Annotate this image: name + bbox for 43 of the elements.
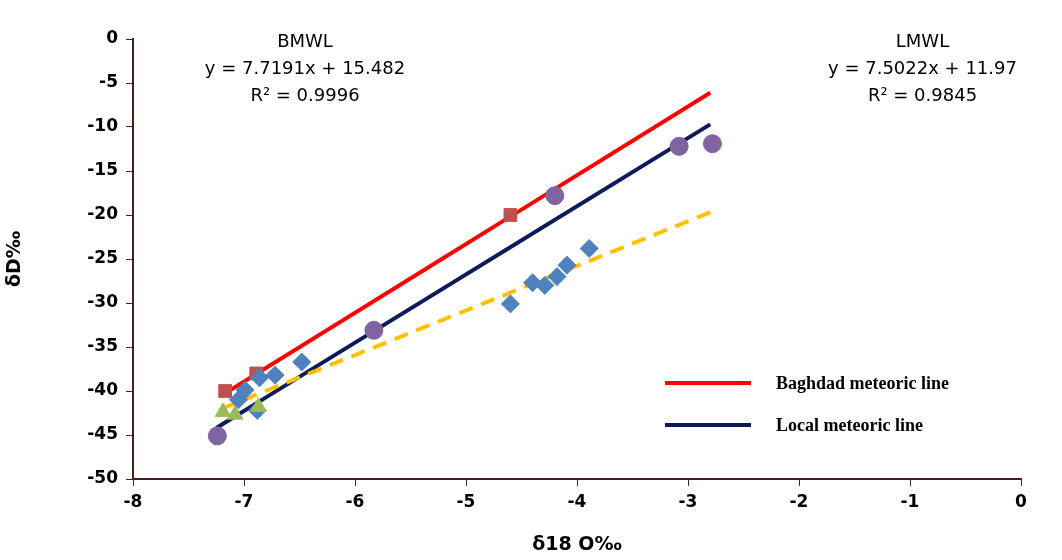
point [207,426,227,446]
legend-label: Baghdad meteoric line [776,372,949,394]
point [579,238,599,258]
y-tick-label: -10 [87,115,119,136]
y-axis-title: δD‰ [2,230,25,288]
point [535,275,555,295]
point [557,255,577,275]
x-tick-label: 0 [1015,490,1028,511]
y-tick-label: -30 [87,291,119,312]
x-tick-label: -5 [456,490,476,511]
x-tick-label: -3 [678,490,698,511]
point [545,186,565,206]
x-axis-title: δ18 O‰ [532,531,622,554]
point [364,320,384,340]
point [702,134,722,154]
x-tick-label: -4 [567,490,587,511]
y-tick-label: -20 [87,203,119,224]
annotation: LMWL y = 7.5022x + 11.97 R² = 0.9845 [827,29,1018,107]
y-tick-label: -50 [87,467,119,488]
y-tick-label: -35 [87,335,118,356]
point [218,384,232,398]
point [228,390,248,410]
x-tick-label: -6 [345,490,365,511]
y-tick-label: -25 [87,247,118,268]
y-tick-label: -45 [87,423,118,444]
y-tick-label: -15 [87,159,118,180]
x-tick-label: -2 [789,490,809,511]
annotation: BMWL y = 7.7191x + 15.482 R² = 0.9996 [203,29,407,107]
legend-label: Local meteoric line [776,414,923,436]
point [250,368,270,388]
x-tick-label: -1 [900,490,920,511]
point [500,294,520,314]
y-tick-label: -5 [99,71,118,92]
point [214,402,232,418]
point [547,267,567,287]
point [669,136,689,156]
point [503,208,518,222]
y-tick-label: 0 [106,27,119,48]
y-tick-label: -40 [87,379,119,400]
point [292,352,312,372]
x-tick-label: -7 [234,490,254,511]
x-tick-label: -8 [123,490,143,511]
point [265,365,285,385]
